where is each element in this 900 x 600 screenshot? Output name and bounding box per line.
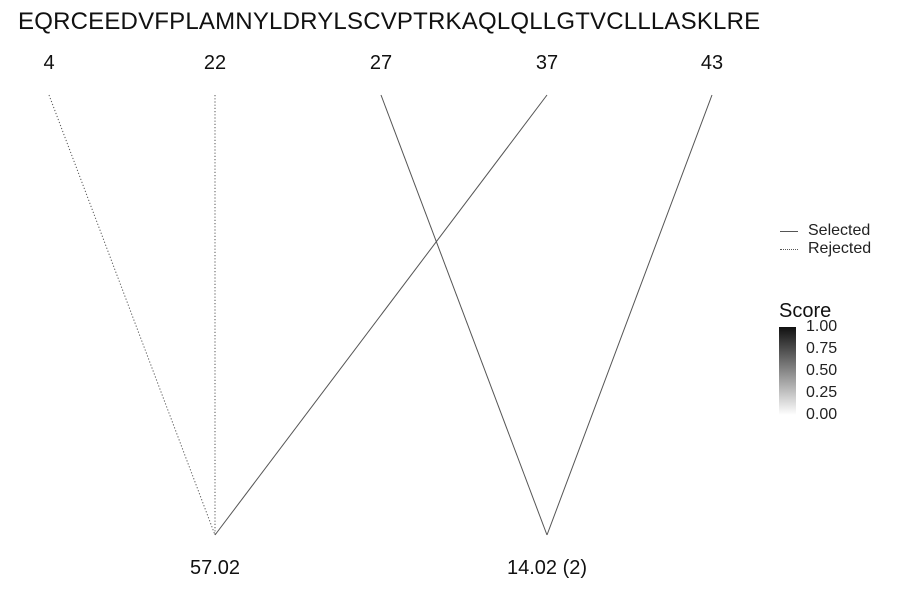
position-label: 43 — [700, 52, 724, 74]
position-label: 22 — [203, 52, 227, 74]
score-tick-label: 0.75 — [806, 340, 838, 357]
mass-label: 14.02 (2) — [506, 557, 588, 579]
score-tick-label: 0.00 — [806, 406, 838, 423]
position-label: 37 — [535, 52, 559, 74]
legend-item-rejected: Rejected — [780, 240, 871, 258]
linetype-legend: Selected Rejected — [780, 222, 871, 258]
rejected-connection-line — [48, 94, 216, 536]
solid-line-swatch — [780, 230, 798, 232]
score-tick-label: 1.00 — [806, 318, 838, 335]
legend-label-rejected: Rejected — [808, 240, 872, 257]
score-tick-label: 0.50 — [806, 362, 838, 379]
selected-connection-line — [380, 94, 548, 536]
score-legend: Score 1.00 0.75 0.50 0.25 0.00 — [779, 300, 866, 423]
position-label: 4 — [43, 52, 55, 74]
selected-connection-line — [546, 94, 713, 536]
mass-label: 57.02 — [189, 557, 241, 579]
selected-connection-line — [214, 94, 548, 536]
score-legend-title: Score — [779, 300, 832, 322]
position-label: 27 — [369, 52, 393, 74]
legend-label-selected: Selected — [808, 222, 871, 239]
dotted-line-swatch — [780, 248, 798, 250]
score-colorbar-ticks: 1.00 0.75 0.50 0.25 0.00 — [806, 319, 866, 423]
peptide-sequence: EQRCEEDVFPLAMNYLDRYLSCVPTRKAQLQLLGTVCLLL… — [18, 8, 761, 35]
score-tick-label: 0.25 — [806, 384, 838, 401]
legend-item-selected: Selected — [780, 222, 871, 240]
score-colorbar — [779, 327, 796, 415]
